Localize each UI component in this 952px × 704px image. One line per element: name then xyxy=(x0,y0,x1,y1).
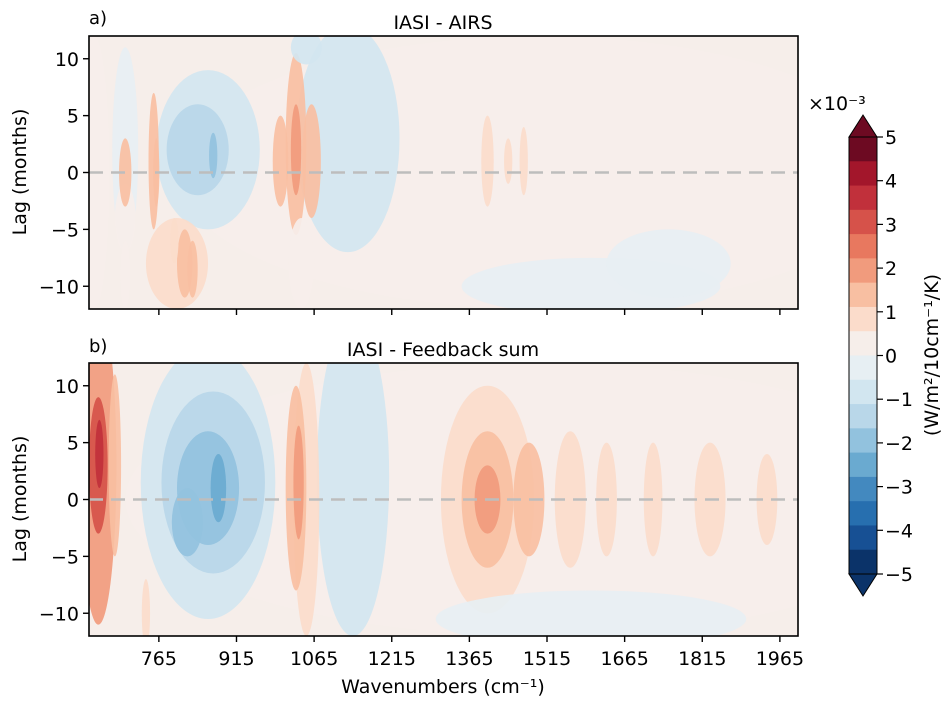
colorbar-level xyxy=(849,355,877,381)
x-tick-label: 1815 xyxy=(678,648,726,670)
colorbar-label: (W/m²/10cm⁻¹/K) xyxy=(921,274,943,436)
x-tick-label: 1515 xyxy=(523,648,571,670)
colorbar-tick-label: 2 xyxy=(885,258,897,280)
colorbar-level xyxy=(849,137,877,162)
heatmap-region xyxy=(114,183,136,253)
heatmap-region xyxy=(606,229,731,298)
x-tick-label: 1065 xyxy=(290,648,338,670)
heatmap-region xyxy=(272,115,289,207)
panel-b-title: IASI - Feedback sum xyxy=(347,339,539,361)
colorbar-level xyxy=(849,452,877,478)
heatmap-region xyxy=(435,590,747,636)
colorbar-level xyxy=(849,404,877,429)
heatmap-region xyxy=(302,104,321,218)
heatmap-region xyxy=(120,240,131,309)
heatmap-region xyxy=(170,218,179,264)
colorbar-extend-bottom xyxy=(848,573,878,597)
heatmap-region xyxy=(108,374,122,557)
colorbar-level xyxy=(849,258,877,284)
panel-b-x-axis: 765 915 1065 1215 1365 1515 1665 1815 1965 xyxy=(141,636,804,670)
y-tick-label: 0 xyxy=(67,163,79,185)
x-tick-label: 1665 xyxy=(600,648,648,670)
colorbar-level xyxy=(849,185,877,211)
heatmap-region xyxy=(513,442,545,557)
panel-a-label: a) xyxy=(89,8,107,29)
heatmap-region xyxy=(141,579,151,636)
colorbar-level xyxy=(849,282,877,308)
colorbar-levels xyxy=(849,137,877,575)
colorbar-tick-label: 0 xyxy=(885,346,897,368)
heatmap-region xyxy=(210,454,227,523)
heatmap-region xyxy=(119,138,132,207)
x-tick-label: 915 xyxy=(218,648,254,670)
colorbar-level xyxy=(849,209,877,235)
colorbar-level xyxy=(849,525,877,551)
colorbar-level xyxy=(849,501,877,527)
panel-b-heatmap xyxy=(89,363,798,636)
heatmap-region xyxy=(519,127,528,196)
y-tick-label: 10 xyxy=(55,376,79,398)
panel-a-y-axis: 10 5 0 −5 −10 xyxy=(39,49,89,298)
y-tick-label: 5 xyxy=(67,106,79,128)
colorbar-level xyxy=(849,234,877,259)
x-tick-label: 1365 xyxy=(445,648,493,670)
colorbar-tick-label: 5 xyxy=(885,127,897,149)
heatmap-region xyxy=(554,431,586,568)
x-tick-label: 1215 xyxy=(368,648,416,670)
colorbar-extend-top xyxy=(848,114,878,138)
colorbar-level xyxy=(849,331,877,357)
panel-b-ylabel: Lag (months) xyxy=(9,436,31,563)
x-tick-label: 1965 xyxy=(756,648,804,670)
colorbar-tick-label: −4 xyxy=(885,520,913,542)
colorbar-tick-label: 4 xyxy=(885,171,897,193)
panel-b: 10 5 0 −5 −10 765 915 1065 1215 1365 1515 1665 1815… xyxy=(9,336,804,698)
colorbar-level xyxy=(849,161,877,187)
heatmap-region xyxy=(288,218,315,309)
panel-b-xlabel: Wavenumbers (cm⁻¹) xyxy=(341,676,545,698)
heatmap-region xyxy=(95,419,104,489)
y-tick-label: −5 xyxy=(51,546,79,568)
y-tick-label: 5 xyxy=(67,433,79,455)
y-tick-label: −10 xyxy=(39,603,79,625)
heatmap-region xyxy=(316,363,390,636)
y-tick-label: −10 xyxy=(39,276,79,298)
y-tick-label: −5 xyxy=(51,219,79,241)
heatmap-region xyxy=(187,240,198,298)
colorbar-multiplier: ×10⁻³ xyxy=(808,93,866,115)
panel-b-label: b) xyxy=(89,336,107,357)
y-tick-label: 0 xyxy=(67,490,79,512)
heatmap-region xyxy=(166,104,229,196)
x-tick-label: 765 xyxy=(141,648,177,670)
colorbar-level xyxy=(849,428,877,454)
panel-a-ylabel: Lag (months) xyxy=(9,109,31,236)
heatmap-region xyxy=(171,488,203,557)
heatmap-region xyxy=(504,138,513,184)
colorbar-level xyxy=(849,379,877,405)
heatmap-region xyxy=(643,442,663,557)
heatmap-region xyxy=(290,104,302,196)
colorbar-tick-label: −1 xyxy=(885,389,913,411)
heatmap-region xyxy=(293,425,304,540)
heatmap-region xyxy=(756,454,778,545)
panel-a-title: IASI - AIRS xyxy=(393,12,492,34)
colorbar-level xyxy=(849,306,877,332)
panel-a-x-axis xyxy=(158,309,781,315)
colorbar-level xyxy=(849,549,877,575)
colorbar-tick-label: −3 xyxy=(885,477,913,499)
colorbar-tick-label: −2 xyxy=(885,433,913,455)
colorbar-tick-label: 1 xyxy=(885,302,897,324)
heatmap-region xyxy=(209,132,218,179)
y-tick-label: 10 xyxy=(55,49,79,71)
colorbar-tick-label: 3 xyxy=(885,214,897,236)
colorbar-tick-label: −5 xyxy=(885,564,913,586)
heatmap-region xyxy=(481,115,494,207)
colorbar-level xyxy=(849,476,877,502)
heatmap-region xyxy=(296,36,400,253)
heatmap-region xyxy=(290,36,322,65)
colorbar: 5 4 3 2 1 0 −1 −2 −3 −4 −5 ×10⁻³ (W/m²/10cm⁻¹/K) xyxy=(808,93,943,597)
colorbar-ticks: 5 4 3 2 1 0 −1 −2 −3 −4 −5 xyxy=(877,127,913,586)
panel-a: 10 5 0 −5 −10 a) IASI - AIRS Lag (months) xyxy=(9,8,799,315)
panel-b-y-axis: 10 5 0 −5 −10 xyxy=(39,376,89,625)
